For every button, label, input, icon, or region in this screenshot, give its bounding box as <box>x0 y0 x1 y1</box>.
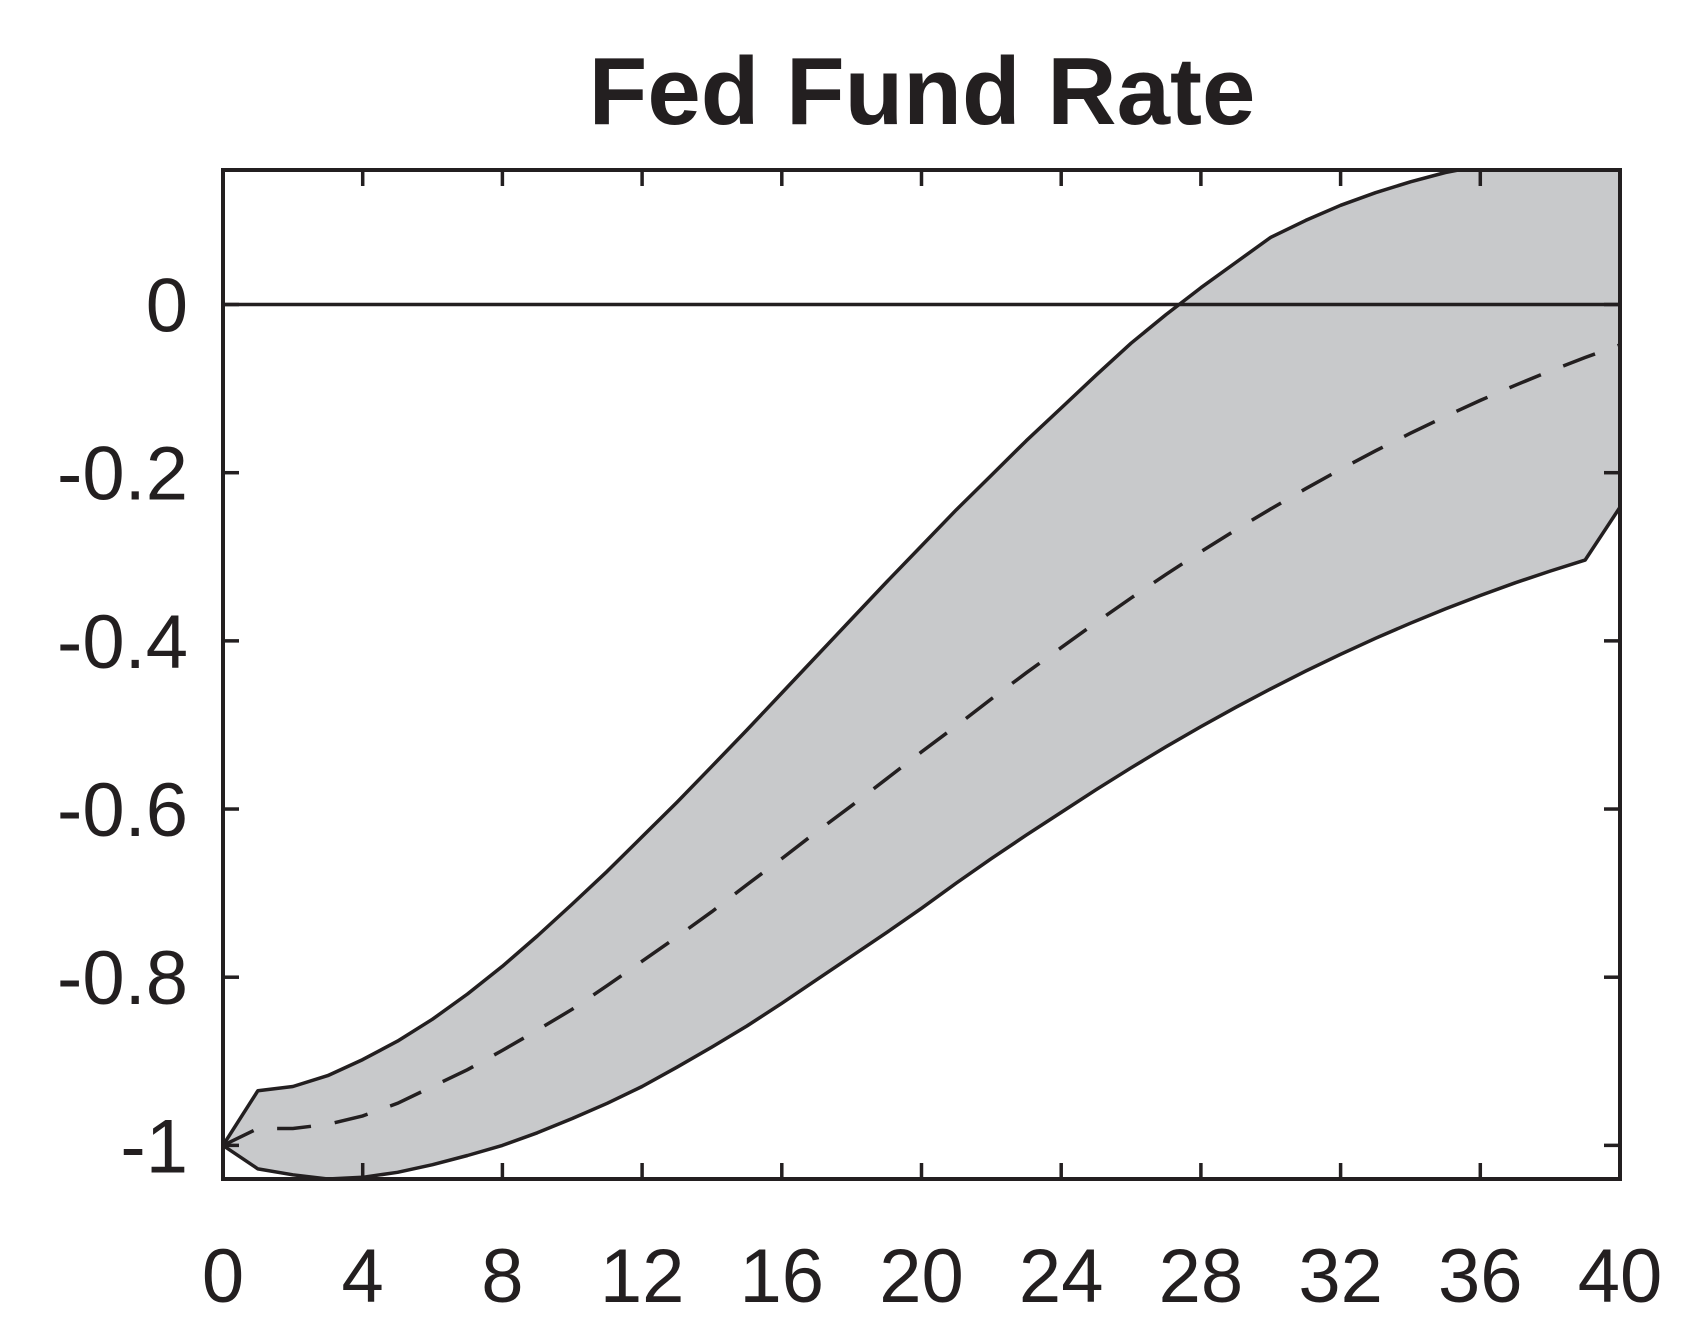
y-tick-label: -0.8 <box>57 936 188 1021</box>
x-tick-label: 20 <box>879 1234 964 1319</box>
x-tick-label: 24 <box>1019 1234 1104 1319</box>
chart-title: Fed Fund Rate <box>589 38 1256 145</box>
series-lower-bound <box>223 506 1620 1179</box>
x-tick-label: 0 <box>202 1234 244 1319</box>
x-tick-label: 32 <box>1298 1234 1383 1319</box>
plot-area <box>223 170 1620 1179</box>
x-tick-label: 12 <box>600 1234 685 1319</box>
y-tick-label: -0.6 <box>57 768 188 853</box>
y-tick-label: 0 <box>146 264 188 349</box>
axis-tick-labels: 0 4 8 12 16 20 24 28 32 36 40 -1 -0.8 -0.6 -0.4 -0.2 0 <box>57 264 1662 1319</box>
y-tick-label: -0.4 <box>57 600 188 685</box>
series-median <box>223 343 1620 1147</box>
confidence-band <box>223 170 1620 1179</box>
x-tick-label: 40 <box>1578 1234 1663 1319</box>
x-tick-label: 4 <box>342 1234 384 1319</box>
y-tick-label: -0.2 <box>57 432 188 517</box>
x-tick-label: 8 <box>481 1234 523 1319</box>
plot-frame <box>221 168 1622 1181</box>
x-tick-label: 28 <box>1159 1234 1244 1319</box>
series-upper-bound <box>223 170 1620 1147</box>
x-tick-label: 36 <box>1438 1234 1523 1319</box>
y-tick-label: -1 <box>120 1104 188 1189</box>
x-tick-label: 16 <box>740 1234 825 1319</box>
